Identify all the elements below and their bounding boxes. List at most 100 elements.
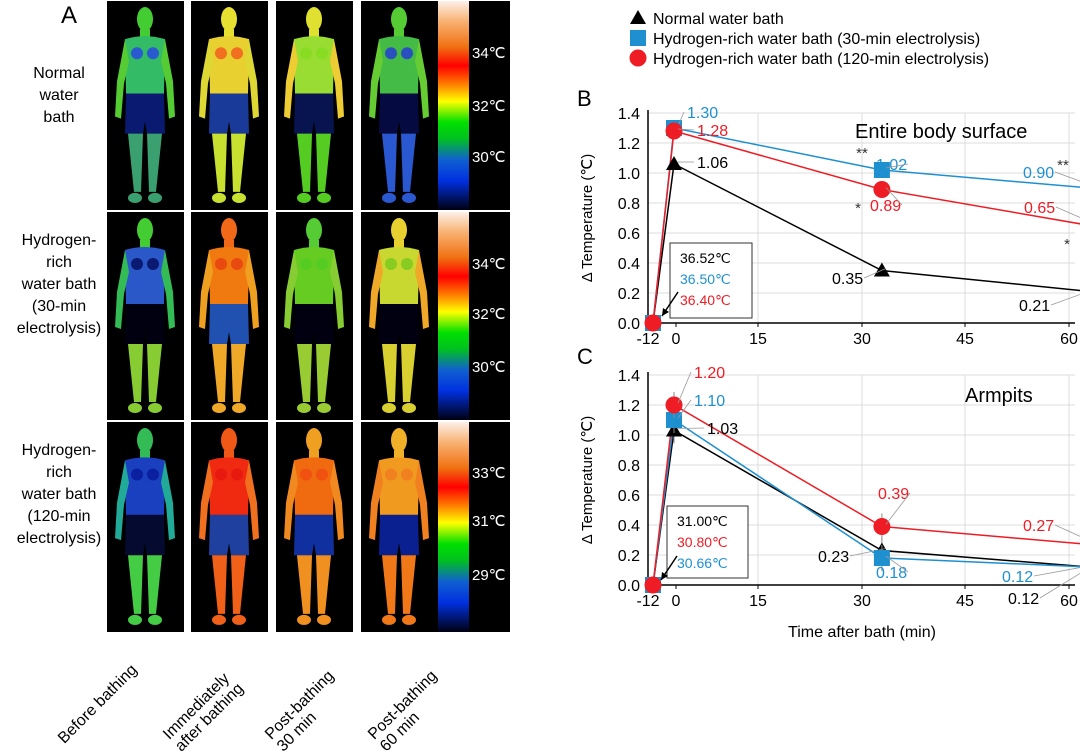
- y-tick-label: 1.2: [618, 136, 640, 153]
- legend-label: Hydrogen-rich water bath (30-min electro…: [653, 31, 980, 48]
- data-label: 1.03: [707, 421, 738, 438]
- baseline-value: 36.52℃: [680, 250, 731, 266]
- y-tick-label: 0.4: [618, 518, 640, 535]
- colorbar-tick-label: 32℃: [472, 98, 506, 115]
- data-label-leader: [863, 268, 887, 279]
- significance-marker: *: [855, 200, 861, 217]
- y-tick-label: 0.6: [618, 488, 640, 505]
- data-label: 0.39: [878, 486, 909, 503]
- row-label-line: Hydrogen-: [21, 232, 97, 249]
- data-label-leader: [677, 371, 692, 404]
- body-silhouette: [284, 7, 344, 203]
- colorbar-tick-label: 29℃: [472, 567, 506, 584]
- row-label-line: (120-min: [27, 508, 91, 525]
- line-charts: Normal water bath Hydrogen-rich water bat…: [577, 10, 1080, 641]
- colorbar-tick-label: 30℃: [472, 359, 506, 376]
- data-label-leader: [1054, 171, 1080, 182]
- legend-marker-circle: [629, 49, 647, 67]
- row-label-line: Normal: [33, 65, 85, 82]
- data-label-leader: [885, 187, 903, 206]
- x-tick-label: 0: [672, 593, 681, 610]
- row-label-line: rich: [46, 254, 72, 271]
- baseline-value: 36.50℃: [680, 271, 731, 287]
- y-tick-label: 0.0: [618, 578, 640, 595]
- thermal-image: [276, 1, 353, 210]
- panel-letter-a: A: [61, 2, 78, 29]
- data-label: 0.65: [1024, 200, 1055, 217]
- data-label: 1.10: [694, 393, 725, 410]
- data-point: [873, 181, 891, 198]
- row-label: Hydrogen-rich water bath (120-min electroly…: [4, 440, 114, 550]
- x-tick-label: -12: [636, 593, 659, 610]
- body-silhouette: [199, 7, 259, 203]
- colorbar: [438, 212, 469, 420]
- row-label-line: electrolysis): [16, 320, 102, 337]
- x-tick-label: 30: [853, 593, 871, 610]
- arrowhead-icon: [661, 572, 668, 580]
- legend-marker-triangle: [630, 10, 646, 24]
- y-tick-label: 1.4: [618, 368, 640, 385]
- x-tick-label: 60: [1060, 593, 1078, 610]
- data-point: [873, 262, 890, 277]
- data-label-leader: [885, 555, 909, 573]
- data-label-leader: [849, 548, 886, 557]
- data-label-leader: [1033, 567, 1080, 577]
- arrowhead-icon: [662, 308, 669, 316]
- row-label-line: Hydrogen-: [21, 442, 97, 459]
- x-tick-label: 60: [1060, 331, 1078, 348]
- data-label: 0.18: [876, 565, 907, 582]
- data-point: [666, 412, 682, 428]
- legend-marker-square: [630, 30, 646, 46]
- data-label: 1.28: [697, 123, 728, 140]
- baseline-value: 36.40℃: [680, 292, 731, 308]
- baseline-value: 31.00℃: [677, 513, 728, 529]
- baseline-box: [669, 242, 753, 319]
- thermal-image: [191, 1, 268, 210]
- colorbar: [438, 422, 469, 632]
- series-line: [652, 130, 1080, 324]
- colorbar-tick-label: 32℃: [472, 306, 506, 323]
- body-silhouette: [284, 428, 344, 625]
- body-silhouette: [115, 7, 175, 203]
- legend-label: Normal water bath: [653, 11, 784, 28]
- colorbar-tick-label: 34℃: [472, 45, 506, 62]
- chart-title: Armpits: [965, 385, 1033, 407]
- data-label: 1.20: [694, 365, 725, 382]
- y-tick-label: 0.2: [618, 548, 640, 565]
- colorbar-tick-label: 30℃: [472, 149, 506, 166]
- row-label-line: water: [39, 87, 79, 104]
- body-silhouette: [369, 7, 429, 203]
- data-label: 0.12: [1002, 569, 1033, 586]
- data-label: 0.21: [1019, 298, 1050, 315]
- series-line: [652, 418, 1080, 586]
- body-silhouette: [199, 428, 259, 625]
- y-tick-label: 0.6: [618, 226, 640, 243]
- colorbar-tick-label: 31℃: [472, 513, 506, 530]
- thermal-image: [276, 212, 353, 420]
- colorbar-label-area: [469, 212, 510, 420]
- data-label: 0.90: [1023, 165, 1054, 182]
- thermal-image: [191, 422, 268, 632]
- baseline-box: [666, 505, 749, 579]
- data-label-leader: [885, 492, 911, 525]
- x-tick-label: 30: [853, 331, 871, 348]
- data-point: [873, 550, 890, 566]
- thermal-image: [361, 1, 438, 210]
- significance-marker: **: [1057, 157, 1069, 174]
- row-label: Normal water bath: [4, 63, 114, 129]
- data-label: 0.23: [818, 549, 849, 566]
- y-tick-label: 1.2: [618, 398, 640, 415]
- baseline-value: 30.66℃: [677, 555, 728, 571]
- y-tick-label: 0.2: [618, 286, 640, 303]
- data-point: [873, 518, 891, 535]
- data-label-leader: [677, 399, 692, 419]
- body-silhouette: [369, 428, 429, 625]
- row-label-line: rich: [46, 464, 72, 481]
- colorbar: [438, 1, 469, 210]
- data-label: 1.06: [697, 155, 728, 172]
- body-silhouette: [199, 218, 259, 413]
- colorbar-label-area: [469, 1, 510, 210]
- data-label: 0.27: [1023, 518, 1054, 535]
- thermal-image: [361, 422, 438, 632]
- significance-marker: **: [856, 145, 868, 162]
